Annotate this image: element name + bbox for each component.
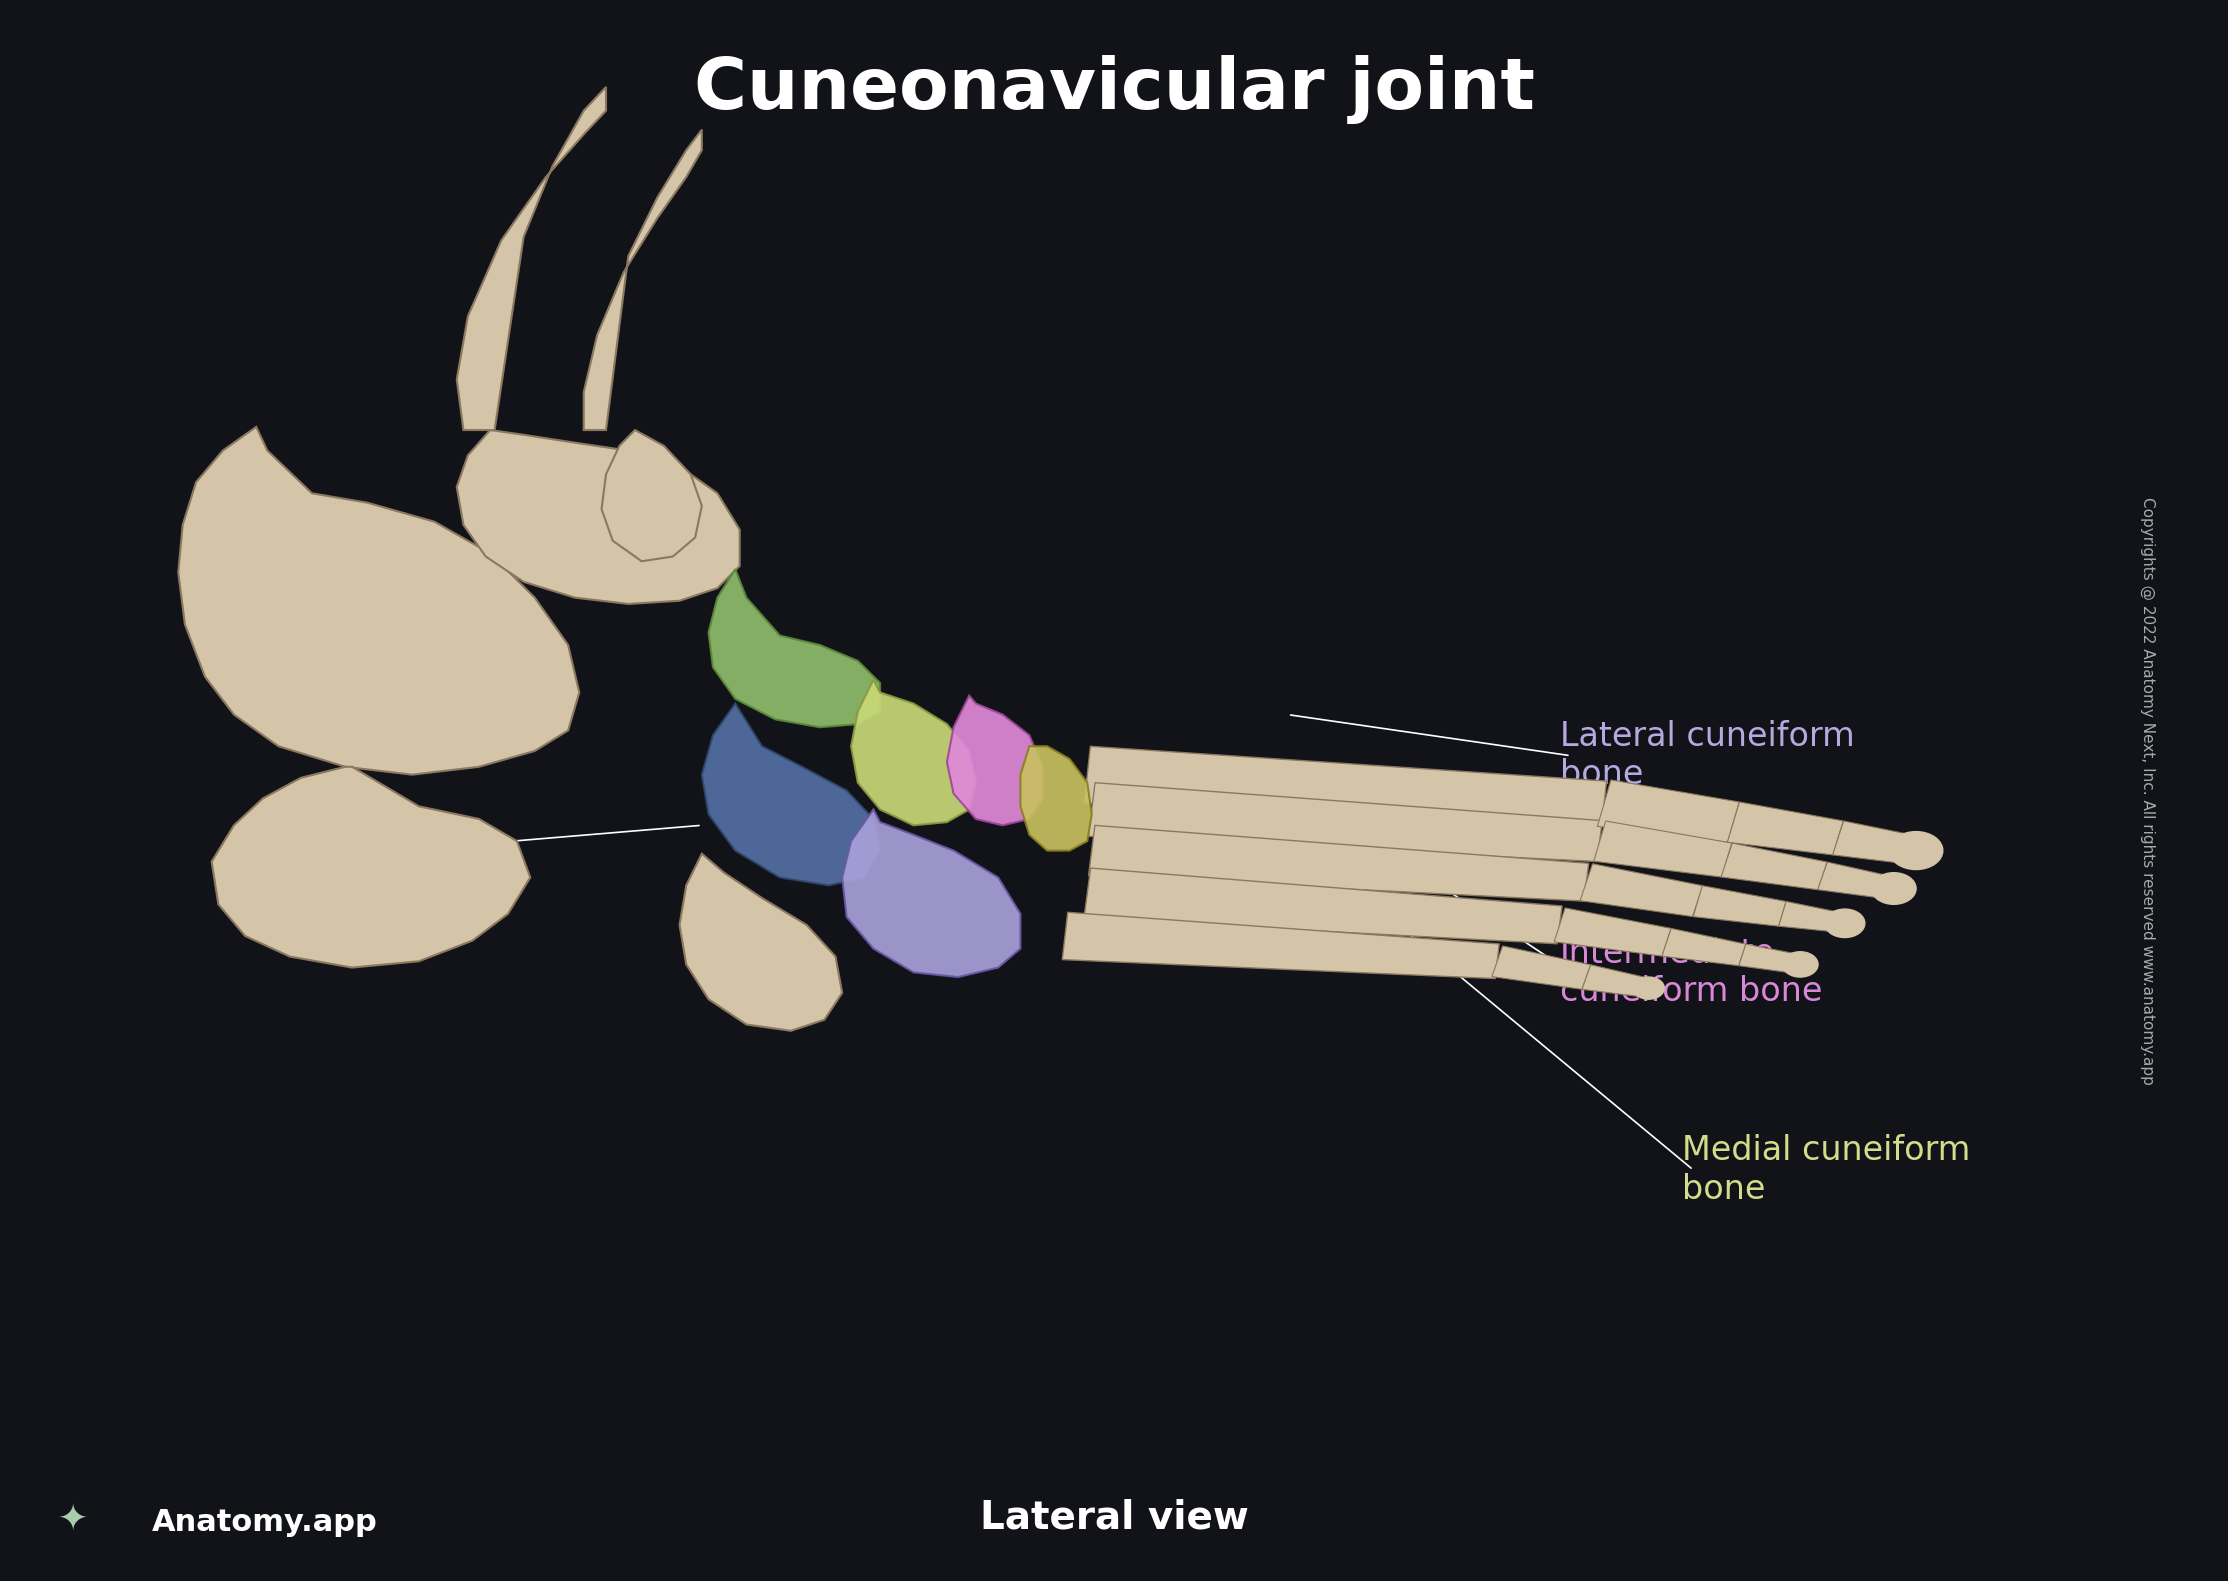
Polygon shape [602, 430, 702, 561]
Text: Intermediate
cuneiform bone: Intermediate cuneiform bone [1560, 936, 1823, 1009]
Text: Copyrights @ 2022 Anatomy Next, Inc. All rights reserved www.anatomy.app: Copyrights @ 2022 Anatomy Next, Inc. All… [2141, 496, 2154, 1085]
Polygon shape [1778, 901, 1847, 933]
Polygon shape [1083, 868, 1562, 944]
Circle shape [1872, 873, 1916, 904]
Circle shape [1825, 909, 1865, 938]
Polygon shape [457, 430, 740, 604]
Polygon shape [1063, 912, 1499, 979]
Circle shape [1889, 832, 1943, 870]
Circle shape [1633, 977, 1664, 999]
Text: Cuneonavicular joint: Cuneonavicular joint [693, 55, 1535, 125]
Polygon shape [1593, 821, 1731, 877]
Text: Lateral cuneiform
bone: Lateral cuneiform bone [1560, 719, 1854, 792]
Polygon shape [1738, 944, 1802, 974]
Polygon shape [584, 130, 702, 430]
Polygon shape [851, 680, 976, 825]
Polygon shape [1722, 843, 1827, 890]
Polygon shape [1089, 783, 1602, 862]
Text: Medial cuneiform
bone: Medial cuneiform bone [1682, 1134, 1970, 1206]
Text: Anatomy.app: Anatomy.app [152, 1508, 377, 1537]
Text: Navicular bone: Navicular bone [256, 846, 508, 877]
Polygon shape [1493, 945, 1591, 990]
Polygon shape [457, 87, 606, 430]
Polygon shape [1085, 746, 1606, 825]
Polygon shape [1020, 746, 1092, 851]
Text: Lateral view: Lateral view [980, 1499, 1248, 1537]
Polygon shape [1727, 802, 1843, 855]
Polygon shape [947, 696, 1043, 825]
Polygon shape [178, 427, 579, 775]
Polygon shape [1580, 863, 1702, 917]
Polygon shape [1582, 964, 1651, 998]
Polygon shape [1693, 885, 1787, 926]
Polygon shape [709, 569, 880, 727]
Polygon shape [702, 704, 880, 885]
Polygon shape [1818, 862, 1898, 900]
Polygon shape [1089, 825, 1589, 901]
Polygon shape [1834, 821, 1921, 865]
Polygon shape [842, 809, 1020, 977]
Text: ✦: ✦ [58, 1502, 89, 1537]
Polygon shape [680, 854, 842, 1031]
Circle shape [1782, 952, 1818, 977]
Polygon shape [1597, 779, 1740, 843]
Polygon shape [212, 767, 530, 968]
Polygon shape [1662, 928, 1747, 966]
Polygon shape [1555, 907, 1671, 957]
